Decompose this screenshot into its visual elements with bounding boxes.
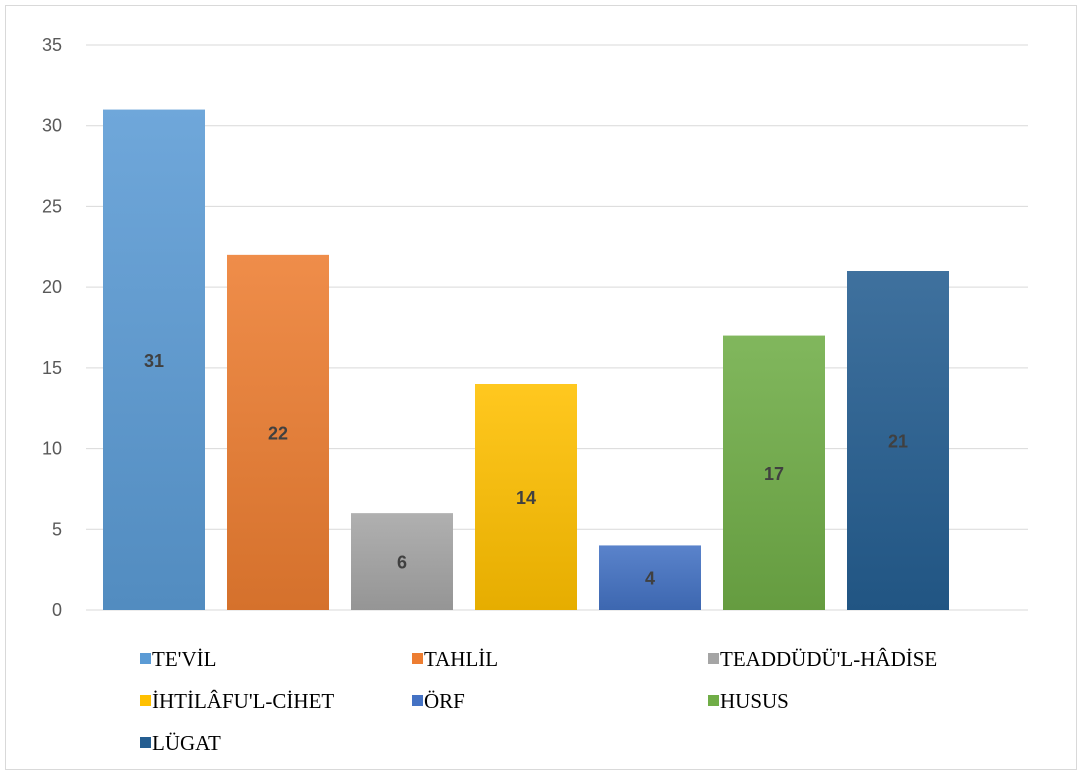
legend-label: HUSUS <box>720 689 789 713</box>
bar-data-label: 22 <box>268 423 288 443</box>
bar <box>723 335 825 610</box>
bar <box>475 384 577 610</box>
y-tick-label: 15 <box>42 358 62 378</box>
legend-swatch <box>412 653 423 664</box>
bar <box>103 109 205 611</box>
bar-data-label: 4 <box>645 569 655 589</box>
legend-swatch <box>140 695 151 706</box>
bar <box>227 254 329 610</box>
y-axis-tick-labels: 0 5 10 15 20 25 30 35 <box>42 35 62 620</box>
legend-swatch <box>708 695 719 706</box>
legend: TE'VİL TAHLİL TEADDÜDÜ'L-HÂDİSE İHTİLÂFU'L-… <box>140 647 937 755</box>
y-tick-label: 20 <box>42 277 62 297</box>
bar-data-label: 21 <box>888 432 908 452</box>
y-tick-label: 0 <box>52 600 62 620</box>
legend-swatch <box>412 695 423 706</box>
legend-label: TAHLİL <box>424 647 498 671</box>
legend-label: LÜGAT <box>152 731 221 755</box>
bar <box>351 513 453 610</box>
bars <box>103 109 949 611</box>
y-tick-label: 30 <box>42 116 62 136</box>
legend-label: TE'VİL <box>152 647 216 671</box>
legend-label: TEADDÜDÜ'L-HÂDİSE <box>720 647 937 671</box>
bar-data-label: 31 <box>144 351 164 371</box>
y-tick-label: 5 <box>52 519 62 539</box>
y-tick-label: 35 <box>42 35 62 55</box>
bar-data-label: 14 <box>516 488 536 508</box>
legend-swatch <box>140 737 151 748</box>
bar <box>847 271 949 610</box>
legend-swatch <box>140 653 151 664</box>
legend-swatch <box>708 653 719 664</box>
legend-label: İHTİLÂFU'L-CİHET <box>152 689 334 713</box>
y-tick-label: 10 <box>42 439 62 459</box>
legend-label: ÖRF <box>424 689 465 713</box>
bar-data-label: 17 <box>764 464 784 484</box>
bar-data-label: 6 <box>397 553 407 573</box>
y-tick-label: 25 <box>42 196 62 216</box>
data-labels: 31 22 6 14 4 17 21 <box>144 351 908 589</box>
bar <box>599 545 701 610</box>
